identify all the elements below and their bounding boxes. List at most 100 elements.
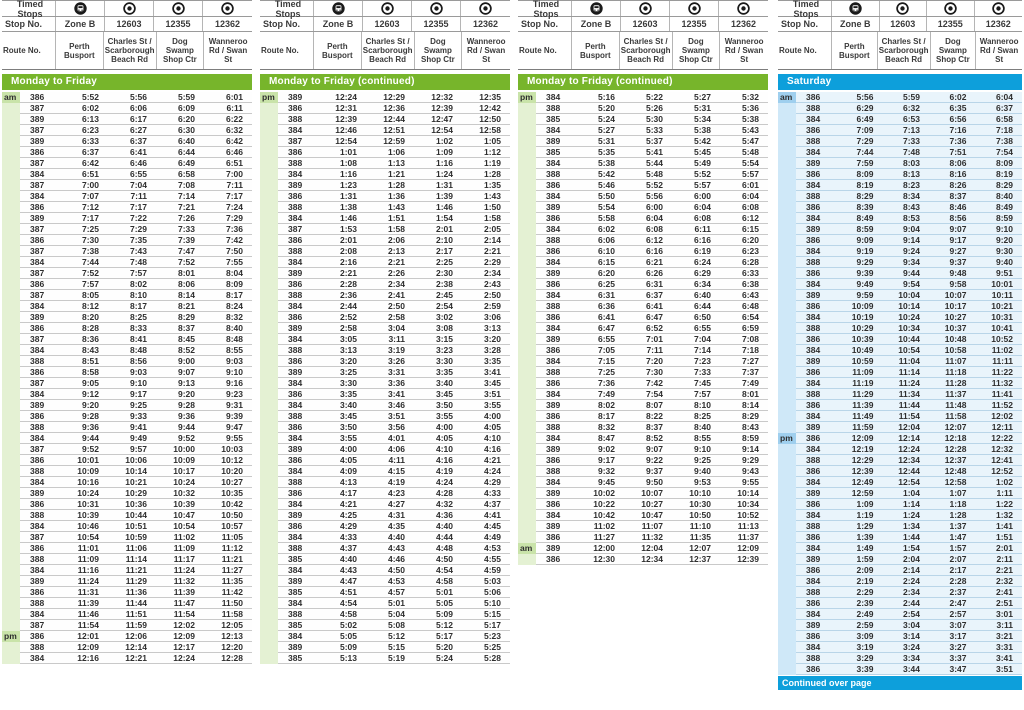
timetable-row: 386 6:37 6:41 6:44 6:46 bbox=[2, 147, 252, 158]
time-value: 3:46 bbox=[366, 400, 414, 411]
time-value: 12:04 bbox=[882, 422, 929, 433]
time-value: 10:39 bbox=[60, 510, 108, 521]
time-value: 12:14 bbox=[882, 433, 929, 444]
route-number: 386 bbox=[278, 455, 318, 466]
time-value: 12:09 bbox=[156, 631, 204, 642]
route-number: 386 bbox=[536, 180, 576, 191]
time-value: 6:08 bbox=[624, 224, 672, 235]
time-value: 11:29 bbox=[836, 389, 883, 400]
timetable-row: 389 9:02 9:07 9:10 9:14 bbox=[518, 444, 768, 455]
period-marker bbox=[260, 224, 278, 235]
route-number: 388 bbox=[278, 609, 318, 620]
route-number: 388 bbox=[536, 301, 576, 312]
period-marker bbox=[778, 147, 796, 158]
time-value: 10:34 bbox=[882, 323, 929, 334]
period-marker bbox=[2, 466, 20, 477]
timetable-row: 386 5:46 5:52 5:57 6:01 bbox=[518, 180, 768, 191]
time-value: 2:39 bbox=[836, 598, 883, 609]
time-value: 9:20 bbox=[975, 235, 1022, 246]
timetable-panel-1: Timed Stops Stop No. Zone B 12603 12355 12362… bbox=[2, 0, 252, 664]
time-value: 3:41 bbox=[975, 653, 1022, 664]
time-value: 8:29 bbox=[156, 312, 204, 323]
time-value: 8:34 bbox=[882, 191, 929, 202]
timetable-row: 389 9:20 9:25 9:28 9:31 bbox=[2, 400, 252, 411]
time-value: 7:49 bbox=[576, 389, 624, 400]
period-marker bbox=[260, 268, 278, 279]
route-number: 388 bbox=[278, 543, 318, 554]
time-value: 1:29 bbox=[836, 521, 883, 532]
time-value: 11:54 bbox=[156, 609, 204, 620]
time-value: 3:08 bbox=[414, 323, 462, 334]
route-number: 384 bbox=[20, 477, 60, 488]
stop-number: Zone B bbox=[572, 17, 621, 31]
time-value: 12:20 bbox=[204, 642, 252, 653]
timed-stop-icon bbox=[363, 1, 411, 16]
time-value: 5:44 bbox=[624, 158, 672, 169]
time-value: 12:50 bbox=[462, 114, 510, 125]
time-value: 10:34 bbox=[720, 499, 768, 510]
time-value: 6:38 bbox=[720, 279, 768, 290]
period-marker bbox=[260, 620, 278, 631]
timetable-row: 389 4:47 4:53 4:58 5:03 bbox=[260, 576, 510, 587]
time-value: 6:53 bbox=[882, 114, 929, 125]
stop-number: Zone B bbox=[314, 17, 363, 31]
time-value: 2:21 bbox=[975, 565, 1022, 576]
route-number: 388 bbox=[796, 587, 836, 598]
timed-stops-label: Timed Stops bbox=[778, 0, 832, 19]
time-value: 1:50 bbox=[462, 202, 510, 213]
route-number: 389 bbox=[536, 488, 576, 499]
time-value: 6:12 bbox=[720, 213, 768, 224]
route-number: 388 bbox=[278, 114, 318, 125]
route-number: 384 bbox=[796, 411, 836, 422]
time-value: 1:49 bbox=[836, 543, 883, 554]
time-value: 9:52 bbox=[60, 444, 108, 455]
time-value: 9:10 bbox=[108, 378, 156, 389]
timetable-row: 388 2:08 2:13 2:17 2:21 bbox=[260, 246, 510, 257]
period-marker bbox=[518, 554, 536, 565]
time-value: 8:37 bbox=[156, 323, 204, 334]
time-value: 4:48 bbox=[414, 543, 462, 554]
time-value: 7:18 bbox=[720, 345, 768, 356]
time-value: 5:10 bbox=[462, 598, 510, 609]
time-value: 2:11 bbox=[975, 554, 1022, 565]
timetable-row: 384 3:55 4:01 4:05 4:10 bbox=[260, 433, 510, 444]
timetable-row: 387 7:25 7:29 7:33 7:36 bbox=[2, 224, 252, 235]
stop-number: 12603 bbox=[621, 17, 670, 31]
period-marker bbox=[260, 510, 278, 521]
timetable-row: 389 10:59 11:04 11:07 11:11 bbox=[778, 356, 1022, 367]
time-value: 4:33 bbox=[462, 488, 510, 499]
route-number: 389 bbox=[796, 422, 836, 433]
period-marker bbox=[260, 367, 278, 378]
time-value: 5:16 bbox=[576, 92, 624, 103]
time-value: 8:32 bbox=[576, 422, 624, 433]
period-marker bbox=[518, 213, 536, 224]
period-marker bbox=[260, 114, 278, 125]
route-number: 388 bbox=[796, 323, 836, 334]
time-value: 7:48 bbox=[108, 257, 156, 268]
time-value: 4:10 bbox=[414, 444, 462, 455]
time-value: 2:21 bbox=[462, 246, 510, 257]
timetable-row: 386 5:58 6:04 6:08 6:12 bbox=[518, 213, 768, 224]
time-value: 5:23 bbox=[462, 631, 510, 642]
route-number: 386 bbox=[796, 433, 836, 444]
route-no-label: Route No. bbox=[260, 32, 314, 69]
timed-stop-icon bbox=[927, 1, 974, 16]
period-marker bbox=[778, 136, 796, 147]
time-value: 11:46 bbox=[60, 609, 108, 620]
time-value: 12:16 bbox=[60, 653, 108, 664]
time-value: 8:56 bbox=[108, 356, 156, 367]
period-marker bbox=[2, 191, 20, 202]
time-value: 8:55 bbox=[204, 345, 252, 356]
time-value: 1:02 bbox=[414, 136, 462, 147]
timetable-row: 388 12:09 12:14 12:17 12:20 bbox=[2, 642, 252, 653]
timetable-row: 387 6:02 6:06 6:09 6:11 bbox=[2, 103, 252, 114]
timetable-rows: am 386 5:52 5:56 5:59 6:01 387 6:02 6:06 6:09 6:11… bbox=[2, 92, 252, 664]
time-value: 2:04 bbox=[882, 554, 929, 565]
time-value: 5:56 bbox=[108, 92, 156, 103]
route-number: 389 bbox=[278, 642, 318, 653]
route-number: 384 bbox=[278, 169, 318, 180]
time-value: 1:09 bbox=[836, 499, 883, 510]
timetable-row: 386 2:09 2:14 2:17 2:21 bbox=[778, 565, 1022, 576]
period-marker bbox=[2, 455, 20, 466]
time-value: 5:36 bbox=[720, 103, 768, 114]
